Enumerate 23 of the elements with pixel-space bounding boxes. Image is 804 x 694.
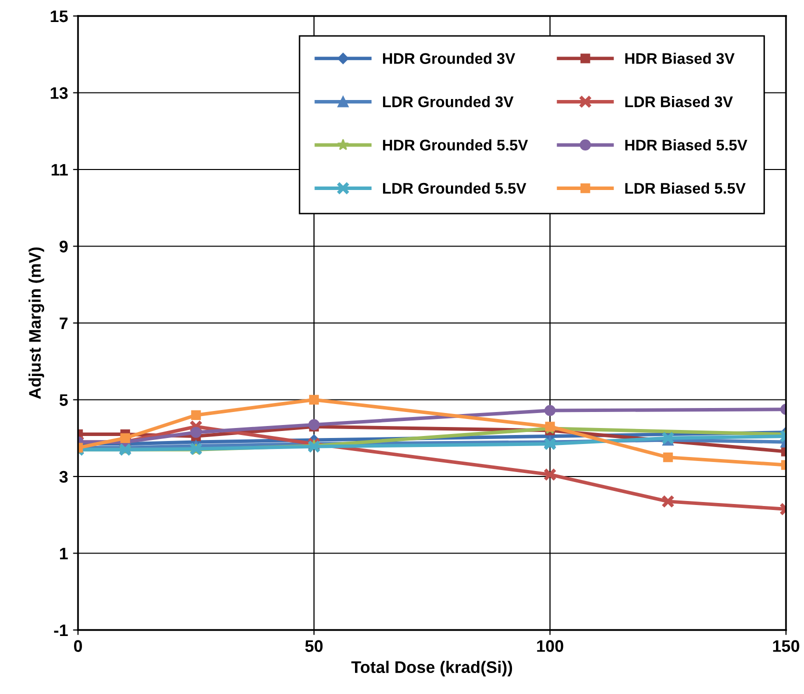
legend-label: LDR Grounded 3V <box>383 96 514 108</box>
x-tick-label: 150 <box>773 640 800 652</box>
x-tick-label: 50 <box>305 640 323 652</box>
y-tick-label: 7 <box>60 318 68 330</box>
y-tick-label: -1 <box>54 624 68 636</box>
legend-label: LDR Grounded 5.5V <box>383 182 526 194</box>
y-tick-label: 1 <box>60 548 68 560</box>
y-tick-label: 15 <box>50 10 68 22</box>
y-tick-label: 5 <box>60 394 68 406</box>
x-tick-label: 0 <box>74 640 82 652</box>
legend-label: LDR Biased 5.5V <box>625 182 746 194</box>
legend-label: HDR Biased 5.5V <box>625 139 748 150</box>
y-tick-label: 3 <box>59 470 68 483</box>
y-tick-label: 13 <box>50 87 68 99</box>
x-axis-title: Total Dose (krad(Si)) <box>351 660 512 676</box>
x-tick-label: 100 <box>537 640 564 652</box>
legend-label: HDR Grounded 3V <box>383 52 516 64</box>
legend-label: LDR Biased 3V <box>625 96 733 108</box>
y-tick-label: 11 <box>52 164 68 176</box>
y-tick-label: 9 <box>60 240 68 252</box>
legend-label: HDR Grounded 5.5V <box>383 139 528 150</box>
y-axis-title: Adjust Margin (mV) <box>28 247 44 399</box>
legend-label: HDR Biased 3V <box>625 52 735 64</box>
